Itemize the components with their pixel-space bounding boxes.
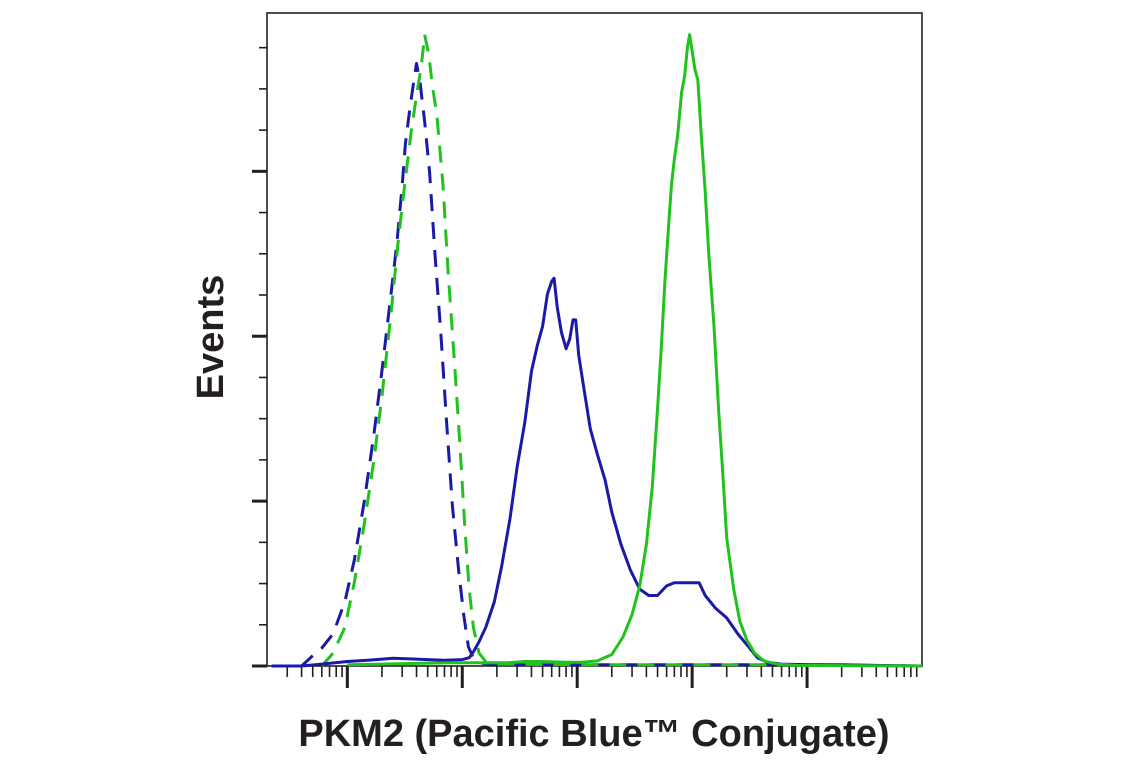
series-2-dashed-line xyxy=(320,33,923,668)
plot-frame xyxy=(266,12,923,667)
y-axis-ticks xyxy=(252,46,267,668)
series-4-solid-line xyxy=(347,33,923,668)
x-axis-title: PKM2 (Pacific Blue™ Conjugate) xyxy=(298,713,889,755)
series-1-dashed-line xyxy=(271,62,923,668)
x-axis-ticks xyxy=(286,666,918,688)
series-layer xyxy=(271,33,923,668)
y-axis-title: Events xyxy=(190,275,232,400)
series-3-solid-line xyxy=(271,276,923,668)
